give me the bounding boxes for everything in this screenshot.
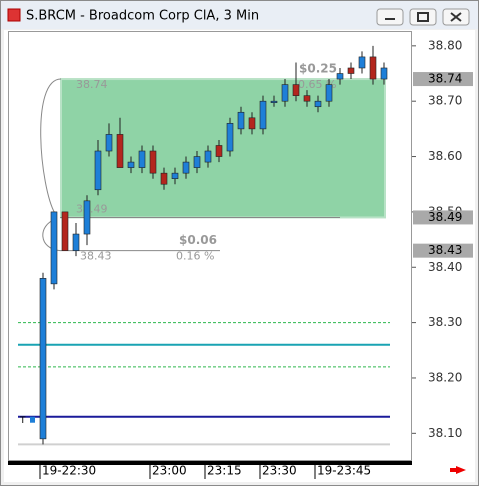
candle-body [72, 233, 80, 251]
price-marker [413, 243, 473, 258]
candle-body [314, 100, 322, 108]
candle-body [303, 95, 311, 102]
range-top-label: 38.74 [76, 78, 108, 91]
measure-change-pct: 0.16 % [176, 250, 214, 263]
x-tick-label: 19-23:45 [317, 464, 371, 478]
marker-label: T [19, 416, 26, 426]
y-tick-label: 38.80 [428, 38, 462, 52]
price-marker [413, 210, 473, 225]
y-tick-label: 38.30 [428, 315, 462, 329]
x-tick-label: 19-22:30 [42, 464, 96, 478]
minimize-button[interactable] [376, 8, 404, 26]
x-tick-label: 23:15 [207, 464, 242, 478]
candle-body [193, 156, 201, 168]
candle-body [270, 100, 278, 103]
candle-body [160, 172, 168, 185]
candle-body [138, 150, 146, 168]
candle-body [149, 150, 157, 174]
candle-body [116, 134, 124, 168]
candle-body [369, 56, 377, 80]
range-bottom-label: 38.49 [76, 202, 108, 215]
candle-body [226, 123, 234, 152]
y-tick-label: 38.20 [428, 370, 462, 384]
maximize-icon [417, 12, 429, 22]
price-marker [413, 72, 473, 87]
price-marker-label: 38.74 [428, 72, 462, 86]
app-icon [7, 8, 21, 22]
candle-body [105, 134, 113, 152]
price-marker-label: 38.43 [428, 243, 462, 257]
candle-body [237, 111, 245, 130]
marker-box [30, 416, 35, 423]
candle-body [204, 150, 212, 163]
range-box [60, 78, 386, 219]
candle-body [336, 73, 344, 80]
candle-body [83, 200, 91, 235]
candle-body [380, 67, 388, 80]
candle-body [281, 84, 289, 102]
candle-body [94, 150, 102, 191]
candle-body [127, 161, 135, 168]
close-icon [450, 12, 462, 22]
candle-body [61, 211, 69, 251]
range-change: $0.25 [299, 62, 337, 76]
candle-body [50, 211, 58, 285]
x-tick-label: 23:00 [152, 464, 187, 478]
measure-price-label: 38.43 [80, 250, 112, 263]
candle-body [215, 145, 223, 157]
price-marker-label: 38.49 [428, 210, 462, 224]
candle-body [39, 278, 47, 440]
candle-body [292, 84, 300, 96]
candle-body [347, 67, 355, 74]
y-tick-label: 38.60 [428, 149, 462, 163]
y-tick-label: 38.10 [428, 426, 462, 440]
y-tick-label: 38.40 [428, 260, 462, 274]
maximize-button[interactable] [409, 8, 437, 26]
candle-body [171, 172, 179, 179]
candle-body [325, 84, 333, 102]
x-axis-bar [8, 461, 412, 465]
candle-body [358, 56, 366, 69]
y-tick-label: 38.70 [428, 94, 462, 108]
candle-body [259, 100, 267, 130]
candle-body [248, 117, 256, 130]
window-title: S.BRCM - Broadcom Corp ClA, 3 Min [26, 9, 259, 24]
candle-body [182, 161, 190, 174]
x-tick-label: 23:30 [262, 464, 297, 478]
measure-change: $0.06 [179, 233, 217, 247]
scroll-arrow[interactable] [450, 466, 466, 474]
